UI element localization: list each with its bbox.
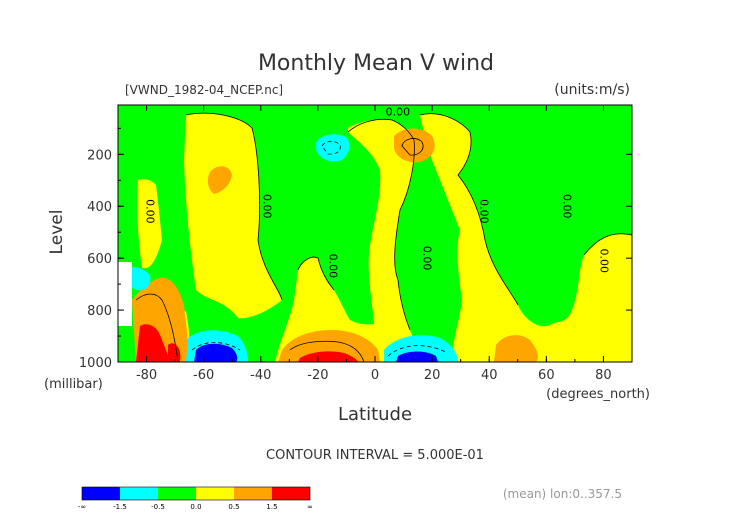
zero-contour: [419, 113, 519, 306]
x-axis-label: Latitude: [338, 404, 412, 425]
y-tick-label: 1000: [79, 356, 112, 371]
x-tick-label: -60: [193, 368, 214, 383]
negative-contour: [191, 342, 241, 351]
x-tick-label: 40: [481, 368, 498, 383]
x-tick-label: -40: [250, 368, 271, 383]
contour-interval-text: CONTOUR INTERVAL = 5.000E-01: [266, 448, 484, 463]
x-axis: -80 -60 -40 -20 0 20 40 60 80: [117, 105, 633, 383]
x-units-label: (degrees_north): [546, 387, 650, 402]
contour-region-weak-positive: [494, 335, 538, 362]
contour-region-strong-positive: [298, 351, 358, 362]
y-axis-label: Level: [47, 210, 67, 255]
y-tick-label: 600: [87, 252, 112, 267]
contour-value-label: 0.00: [478, 199, 491, 224]
colorbar-frame: [81, 486, 311, 501]
x-tick-label: -80: [136, 368, 157, 383]
contour-value-label: 0.00: [560, 194, 573, 219]
x-tick-label: 80: [595, 368, 612, 383]
missing-data-area: [118, 262, 132, 326]
colorbar: -∞ -1.5 -0.5 0.0 0.5 1.5 ∞: [78, 486, 313, 511]
y-tick-label: 200: [87, 148, 112, 163]
colorbar-label: -1.5: [113, 503, 127, 511]
negative-contour: [387, 345, 447, 357]
positive-contour: [289, 340, 365, 362]
y-axis: 200 400 600 800 1000: [79, 127, 632, 371]
x-tick-label: 60: [538, 368, 555, 383]
positive-contour: [401, 138, 424, 156]
x-tick-label: -20: [307, 368, 328, 383]
contour-region-positive: [420, 113, 632, 362]
dataset-label: [VWND_1982-04_NCEP.nc]: [125, 83, 283, 97]
colorbar-swatch: [158, 487, 196, 500]
contour-region-strong-negative: [194, 343, 238, 362]
x-tick-label: 20: [424, 368, 441, 383]
footer-note: (mean) lon:0..357.5: [503, 487, 622, 501]
contour-region-weak-positive: [207, 166, 232, 194]
contour-region-weak-positive: [278, 330, 380, 362]
chart-title: Monthly Mean V wind: [258, 51, 494, 76]
colorbar-swatch: [196, 487, 234, 500]
colorbar-label: -0.5: [151, 503, 165, 511]
contour-value-label: 0.00: [144, 199, 157, 224]
contour-value-label: 0.00: [386, 105, 411, 118]
colorbar-label: ∞: [307, 503, 313, 511]
contour-value-label: 0.00: [598, 249, 611, 274]
contour-region-strong-positive: [136, 324, 170, 362]
contour-value-label: 0.00: [261, 194, 274, 219]
colorbar-label: 0.0: [190, 503, 201, 511]
contour-value-label: 0.00: [421, 246, 434, 271]
contour-lines: [135, 112, 632, 362]
y-tick-label: 400: [87, 200, 112, 215]
y-tick-label: 800: [87, 304, 112, 319]
colorbar-swatch: [272, 487, 310, 500]
colorbar-label: -∞: [78, 503, 86, 511]
zero-contour: [185, 112, 283, 301]
colorbar-swatch: [234, 487, 272, 500]
colorbar-swatch: [82, 487, 120, 500]
zero-contour: [583, 233, 632, 256]
colorbar-label: 0.5: [228, 503, 239, 511]
units-label: (units:m/s): [554, 82, 630, 98]
contour-region-positive: [348, 119, 425, 362]
zero-contour: [347, 118, 415, 331]
contour-region-weak-negative: [316, 134, 350, 162]
positive-contour: [135, 293, 179, 362]
y-units-label: (millibar): [44, 377, 103, 392]
contour-region-positive: [137, 179, 162, 269]
x-tick-label: 0: [371, 368, 379, 383]
contour-labels: 0.00 0.00 0.00 0.00 0.00 0.00 0.00 0.00: [144, 105, 611, 278]
plot-area: [118, 105, 632, 362]
zero-contour: [297, 256, 335, 291]
contour-region-strong-negative: [396, 351, 438, 362]
colorbar-label: 1.5: [266, 503, 277, 511]
contour-value-label: 0.00: [326, 254, 339, 279]
colorbar-swatch: [120, 487, 158, 500]
